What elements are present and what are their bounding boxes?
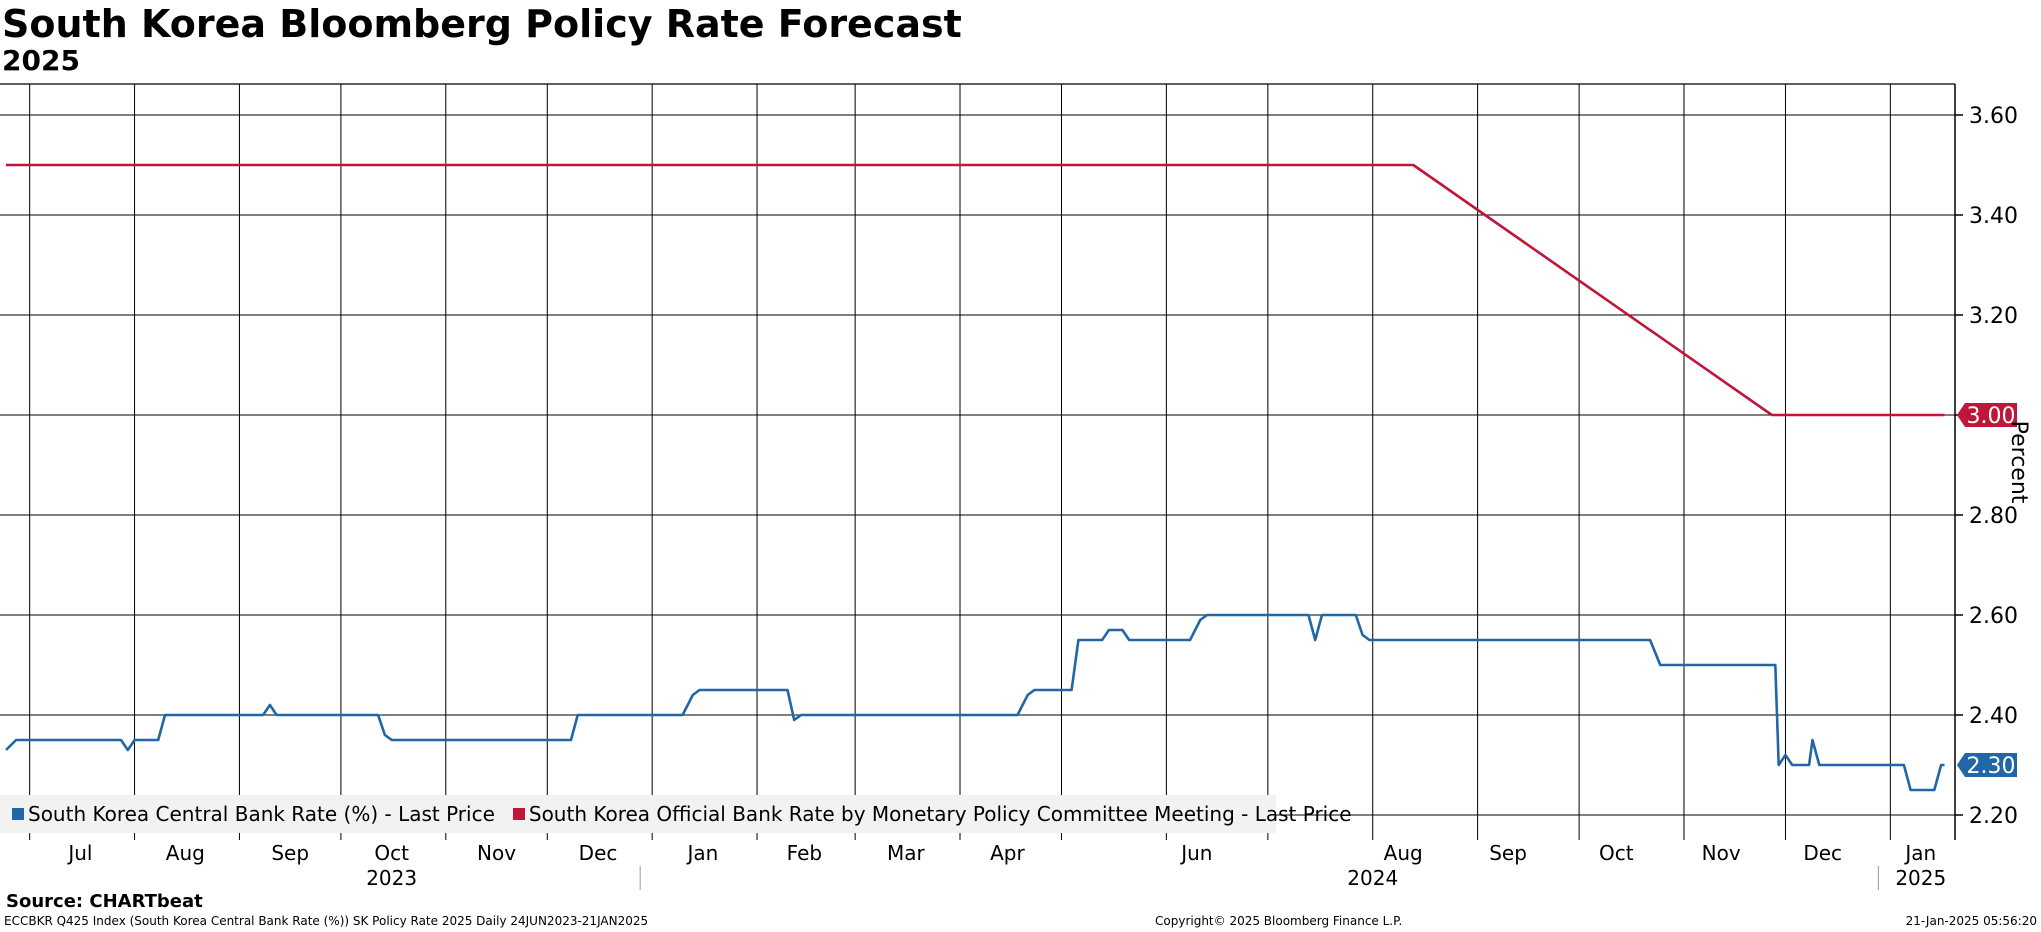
last-value-label: 2.30 — [1967, 754, 2016, 779]
y-tick-label: 3.60 — [1969, 104, 2018, 129]
legend-swatch-red — [512, 808, 525, 820]
x-tick-label: Nov — [477, 841, 516, 865]
x-tick-label: Dec — [579, 841, 618, 865]
legend-swatch-blue — [12, 808, 24, 820]
chart-subtitle: 2025 — [2, 44, 80, 77]
x-tick-label: Dec — [1803, 841, 1842, 865]
x-tick-label: Sep — [271, 841, 309, 865]
y-tick-label: 2.60 — [1969, 604, 2018, 629]
legend-label: South Korea Official Bank Rate by Moneta… — [528, 802, 1352, 826]
y-axis: 3.603.403.203.002.802.602.402.202.303.00 — [1955, 104, 2018, 829]
last-value-badge — [1957, 753, 2017, 777]
x-tick-label: Aug — [166, 841, 205, 865]
y-tick-label: 3.20 — [1969, 304, 2018, 329]
x-tick-label: Feb — [787, 841, 822, 865]
legend-item-central-bank-rate: South Korea Central Bank Rate (%) - Last… — [12, 802, 495, 826]
footer-copyright: Copyright© 2025 Bloomberg Finance L.P. — [1155, 914, 1403, 928]
source-note: Source: CHARTbeat — [6, 891, 203, 912]
x-tick-label: Nov — [1702, 841, 1741, 865]
x-tick-label: Jan — [1903, 841, 1936, 865]
last-value-badge — [1957, 403, 2017, 427]
x-tick-label: Apr — [990, 841, 1025, 865]
y-tick-label: 2.20 — [1969, 804, 2018, 829]
x-tick-label: Oct — [374, 841, 409, 865]
y-axis-label: Percent — [2006, 421, 2031, 504]
x-year-label: 2023 — [366, 866, 417, 890]
x-tick-label: Aug — [1384, 841, 1423, 865]
legend-label: South Korea Central Bank Rate (%) - Last… — [28, 802, 495, 826]
x-tick-label: Mar — [887, 841, 926, 865]
series-line-central-bank-rate — [5, 613, 1945, 792]
legend: South Korea Central Bank Rate (%) - Last… — [0, 795, 1352, 833]
x-tick-label: Jan — [685, 841, 718, 865]
y-tick-label: 2.40 — [1969, 704, 2018, 729]
last-value-label: 3.00 — [1967, 404, 2016, 429]
legend-item-official-bank-rate: South Korea Official Bank Rate by Moneta… — [512, 802, 1352, 826]
x-tick-label: Oct — [1599, 841, 1634, 865]
series-line-official-bank-rate — [6, 163, 1945, 417]
series-lines — [5, 163, 1945, 792]
grid — [0, 83, 1956, 840]
y-tick-label: 3.40 — [1969, 204, 2018, 229]
x-year-label: 2024 — [1347, 866, 1398, 890]
x-tick-label: Jul — [66, 841, 92, 865]
x-axis: Jul Aug Sep Oct Nov Dec Jan Feb Mar Apr Jun Aug Sep O… — [66, 841, 1946, 890]
footer-ticker-info: ECCBKR Q425 Index (South Korea Central B… — [4, 914, 649, 928]
footer-timestamp: 21-Jan-2025 05:56:20 — [1905, 914, 2037, 928]
x-tick-label: Jun — [1179, 841, 1212, 865]
x-year-label: 2025 — [1895, 866, 1946, 890]
chart-title: South Korea Bloomberg Policy Rate Foreca… — [2, 2, 962, 46]
y-tick-label: 2.80 — [1969, 504, 2018, 529]
x-tick-label: Sep — [1489, 841, 1527, 865]
